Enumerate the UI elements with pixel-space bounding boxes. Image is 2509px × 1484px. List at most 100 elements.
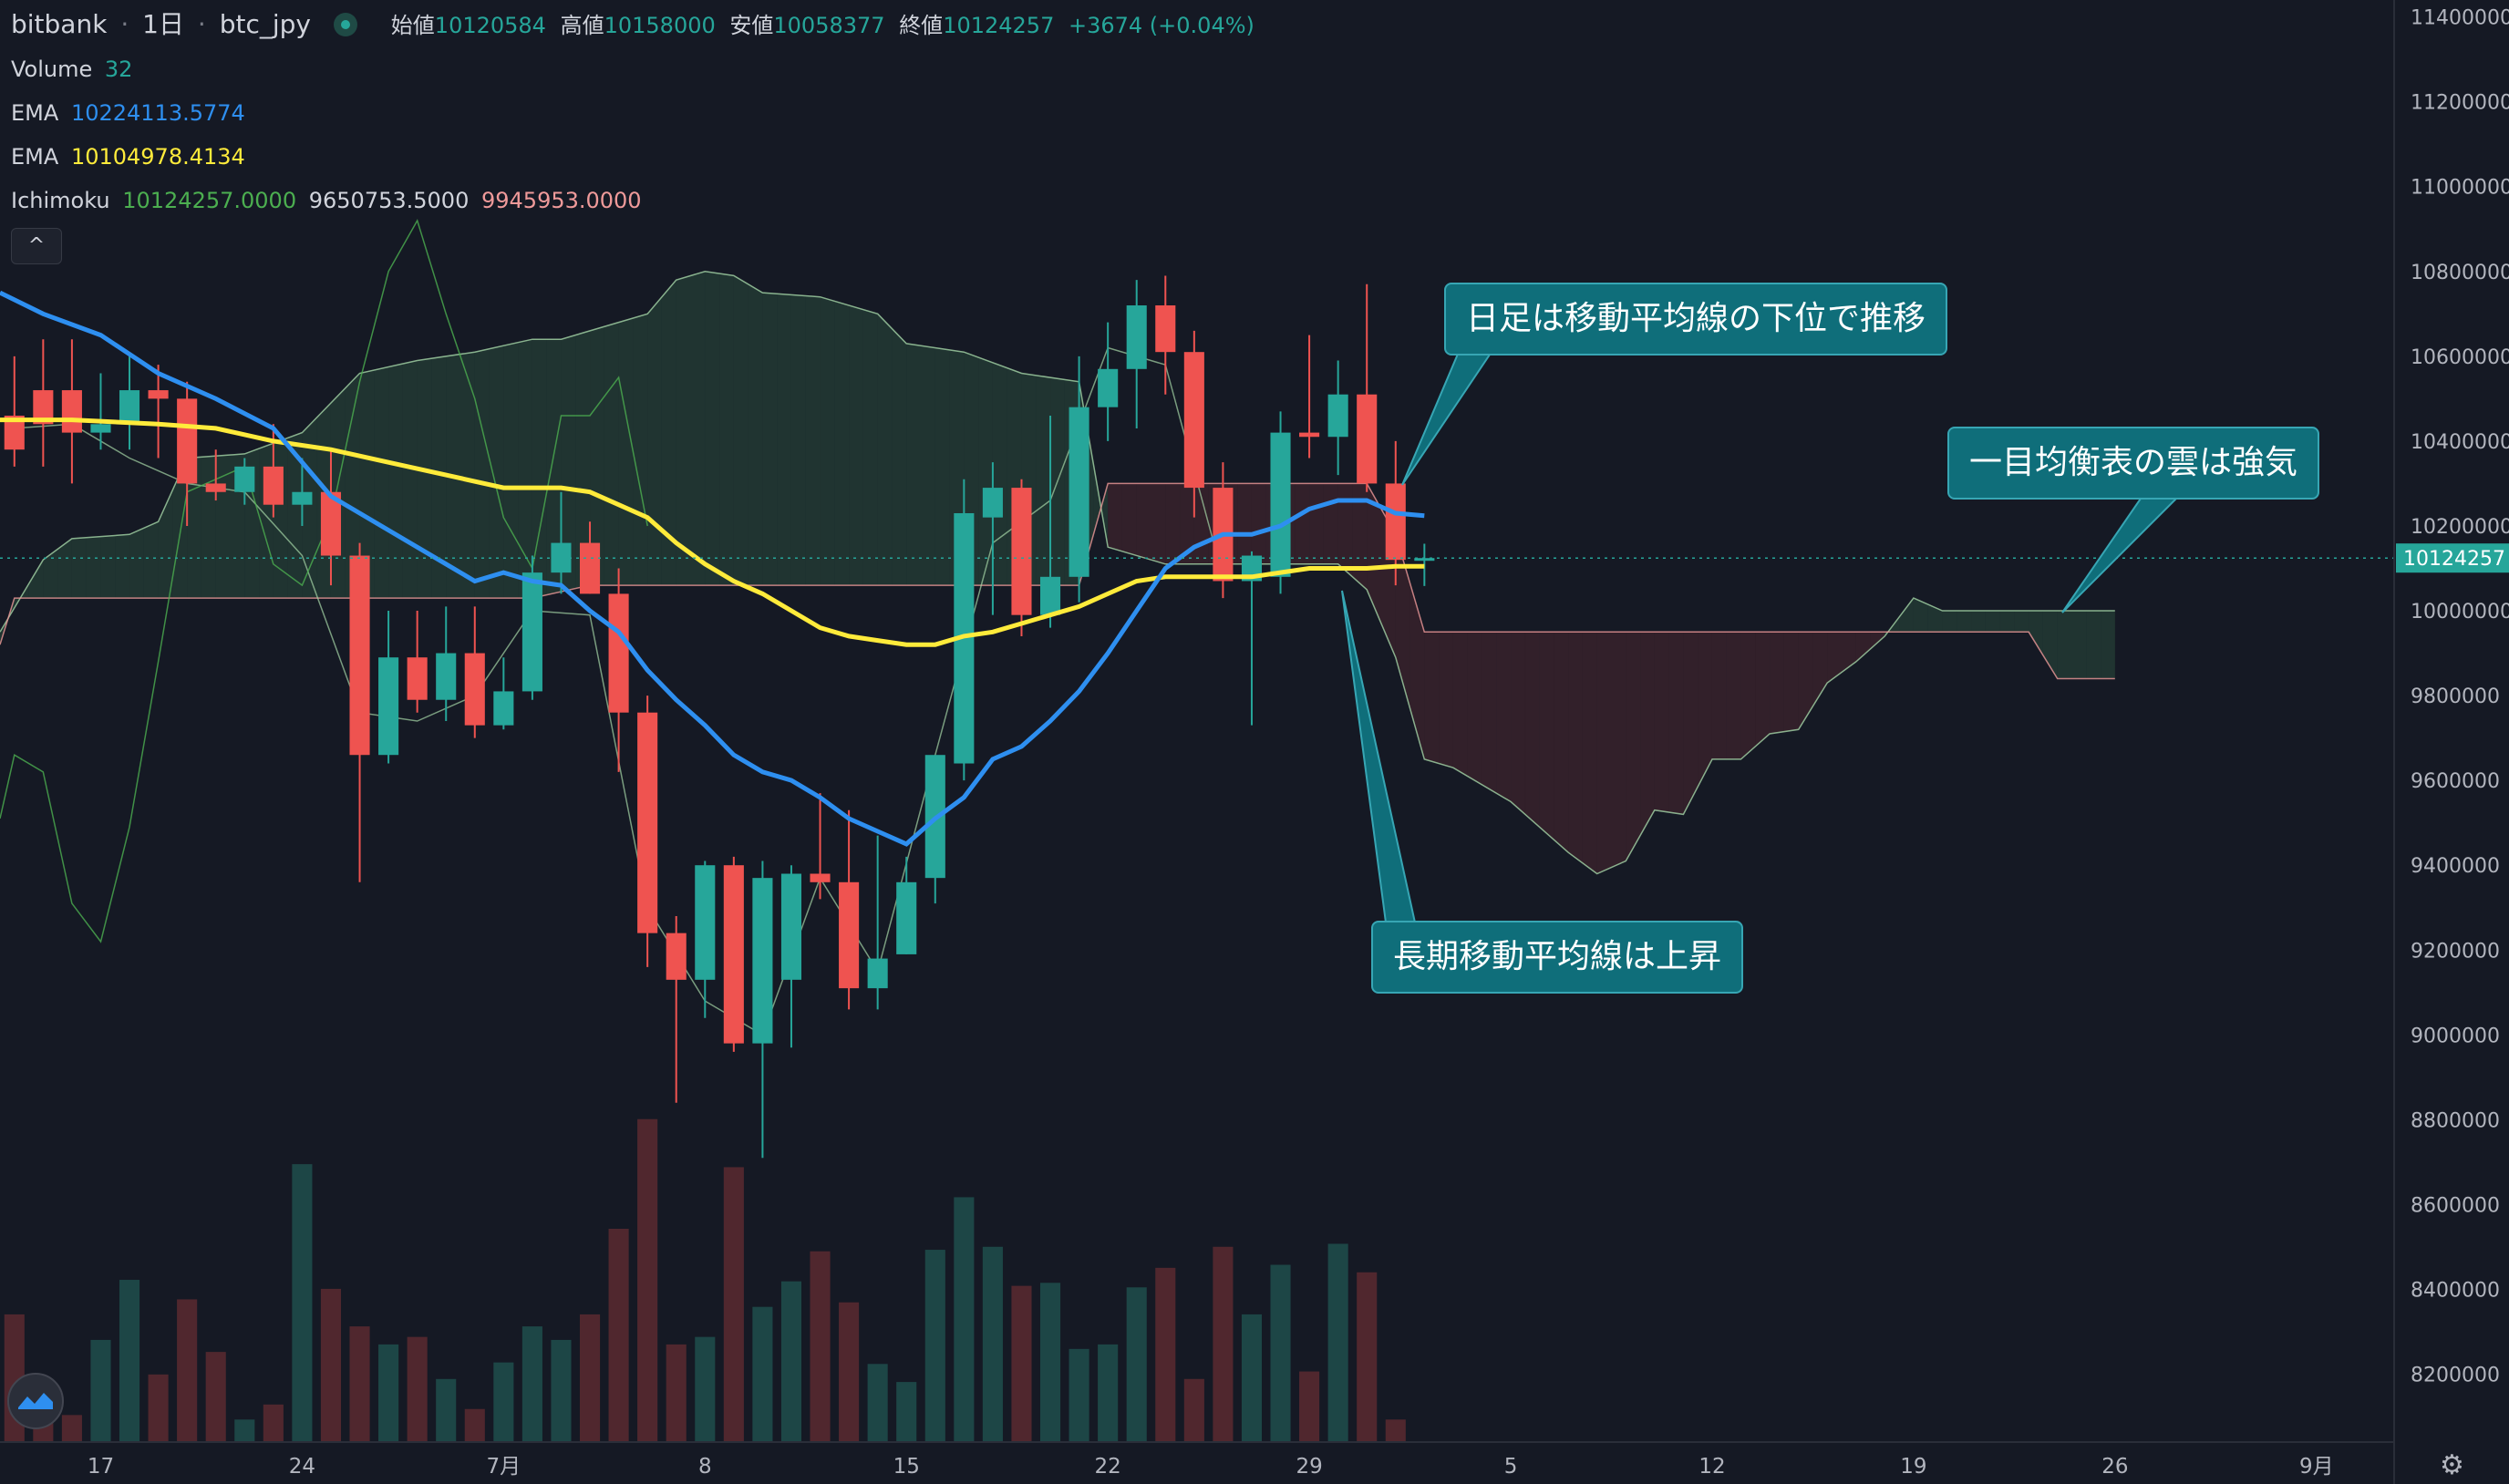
ichimoku-tenkan-value: 10124257.0000 bbox=[122, 188, 297, 213]
y-tick-label: 9600000 bbox=[2411, 770, 2500, 793]
market-status-icon bbox=[333, 13, 357, 36]
ichimoku-cloud-segment bbox=[1611, 632, 1626, 868]
ichimoku-cloud-segment bbox=[546, 339, 562, 595]
ichimoku-cloud-segment bbox=[2029, 611, 2043, 655]
ichimoku-cloud-segment bbox=[2014, 611, 2029, 633]
ema-fast-value: 10224113.5774 bbox=[70, 100, 245, 126]
candle bbox=[1183, 330, 1204, 518]
ema-slow-line bbox=[0, 417, 1425, 647]
volume-bar bbox=[954, 1197, 975, 1442]
ichimoku-cloud-segment bbox=[921, 345, 935, 586]
volume-bar bbox=[320, 1288, 342, 1442]
candle bbox=[780, 865, 802, 1048]
x-tick-label: 17 bbox=[88, 1455, 114, 1479]
tradingview-logo-icon[interactable] bbox=[7, 1373, 64, 1429]
x-tick-label: 15 bbox=[893, 1455, 920, 1479]
ichimoku-cloud-segment bbox=[1309, 483, 1324, 564]
volume-bar bbox=[177, 1299, 198, 1442]
close-label: 終値 bbox=[899, 13, 944, 38]
open-label: 始値 bbox=[390, 13, 435, 38]
ichimoku-cloud-segment bbox=[1755, 632, 1771, 747]
ichimoku-cloud-segment bbox=[43, 549, 58, 599]
gear-icon[interactable]: ⚙ bbox=[2440, 1449, 2464, 1481]
symbol[interactable]: btc_jpy bbox=[219, 9, 311, 39]
ichimoku-cloud-segment bbox=[474, 348, 490, 599]
ema-slow-legend[interactable]: EMA 10104978.4134 bbox=[11, 142, 251, 171]
ichimoku-cloud-segment bbox=[2042, 611, 2058, 679]
callout-daily-tail bbox=[1401, 351, 1493, 486]
volume-bar bbox=[551, 1339, 572, 1442]
volume-bar bbox=[723, 1167, 744, 1442]
volume-bar bbox=[90, 1339, 111, 1442]
ichimoku-cloud-segment bbox=[849, 305, 863, 586]
ichimoku-cloud-segment bbox=[2057, 611, 2072, 679]
ichimoku-cloud-segment bbox=[532, 339, 547, 599]
volume-bar bbox=[1126, 1287, 1147, 1442]
candle bbox=[839, 809, 860, 1010]
ichimoku-span-value: 9945953.0000 bbox=[480, 188, 642, 213]
volume-legend[interactable]: Volume 32 bbox=[11, 55, 138, 84]
candle bbox=[896, 856, 917, 954]
volume-bar bbox=[867, 1364, 888, 1442]
ichimoku-cloud-segment bbox=[1971, 611, 1986, 633]
candle-body bbox=[1270, 432, 1291, 577]
y-tick-label: 8600000 bbox=[2411, 1194, 2500, 1217]
volume-bar bbox=[205, 1352, 226, 1442]
volume-bar bbox=[1098, 1344, 1119, 1442]
ichimoku-cloud-segment bbox=[503, 342, 519, 599]
ichimoku-tenkan-line bbox=[0, 219, 648, 943]
candle-body bbox=[61, 390, 82, 433]
collapse-legend-button[interactable]: ^ bbox=[11, 228, 62, 264]
ichimoku-cloud-segment bbox=[1740, 632, 1756, 759]
candle-body bbox=[436, 653, 457, 700]
ichimoku-cloud-segment bbox=[1121, 483, 1137, 556]
candle bbox=[666, 916, 687, 1103]
candle-body bbox=[378, 657, 399, 756]
y-tick-label: 10600000 bbox=[2411, 346, 2509, 369]
ichimoku-cloud-segment bbox=[1482, 632, 1497, 794]
candle-body bbox=[1183, 352, 1204, 489]
candle bbox=[33, 339, 54, 467]
ichimoku-cloud-segment bbox=[518, 339, 532, 599]
ema-fast-legend[interactable]: EMA 10224113.5774 bbox=[11, 98, 251, 128]
ichimoku-cloud-segment bbox=[172, 458, 188, 599]
ichimoku-cloud-segment bbox=[1151, 483, 1166, 564]
ichimoku-cloud-segment bbox=[1352, 483, 1368, 590]
ichimoku-cloud-segment bbox=[1467, 632, 1482, 785]
candle bbox=[1357, 283, 1378, 492]
candle-body bbox=[1011, 488, 1032, 615]
candle-body bbox=[1155, 305, 1176, 353]
candle-body bbox=[637, 712, 658, 933]
separator-dot-2: · bbox=[197, 9, 206, 39]
volume-bar bbox=[1385, 1419, 1406, 1442]
candle-body bbox=[1299, 432, 1320, 438]
volume-bar bbox=[1241, 1314, 1263, 1442]
volume-bar bbox=[148, 1374, 169, 1442]
volume-bar bbox=[1039, 1283, 1061, 1442]
ichimoku-cloud-segment bbox=[1654, 632, 1669, 813]
ichimoku-cloud-segment bbox=[1783, 632, 1799, 732]
candle bbox=[493, 657, 514, 730]
ema-fast-label: EMA bbox=[11, 100, 59, 126]
ichimoku-cloud-segment bbox=[719, 273, 734, 586]
candle bbox=[4, 356, 25, 467]
volume-bar bbox=[1357, 1272, 1378, 1442]
ichimoku-cloud-segment bbox=[302, 417, 317, 599]
ichimoku-cloud-segment bbox=[2086, 611, 2101, 679]
ichimoku-cloud-segment bbox=[633, 314, 648, 586]
ichimoku-cloud-segment bbox=[877, 314, 893, 586]
candle-body bbox=[407, 657, 428, 700]
interval[interactable]: 1日 bbox=[142, 9, 184, 39]
ichimoku-legend[interactable]: Ichimoku 10124257.0000 9650753.5000 9945… bbox=[11, 186, 647, 215]
ichimoku-cloud-segment bbox=[1136, 483, 1151, 561]
x-tick-label: 22 bbox=[1095, 1455, 1121, 1479]
candle bbox=[1069, 356, 1089, 603]
volume-bar bbox=[579, 1314, 601, 1442]
volume-bar bbox=[666, 1344, 687, 1442]
volume-bar bbox=[1183, 1378, 1204, 1442]
ichimoku-cloud-segment bbox=[1711, 632, 1727, 759]
volume-bar bbox=[521, 1326, 542, 1442]
ichimoku-cloud-segment bbox=[705, 271, 720, 586]
